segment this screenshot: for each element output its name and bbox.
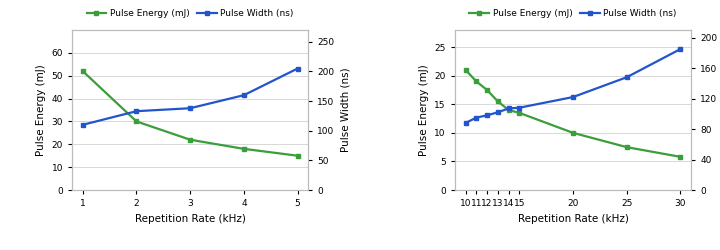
- Line: Pulse Energy (mJ): Pulse Energy (mJ): [81, 69, 300, 158]
- Pulse Energy (mJ): [186, 138, 194, 141]
- Pulse Width (ns): [186, 107, 194, 110]
- Line: Pulse Width (ns): Pulse Width (ns): [81, 66, 300, 127]
- Pulse Energy (mJ): [132, 120, 141, 123]
- Pulse Energy (mJ): [676, 155, 685, 158]
- Pulse Width (ns): [240, 94, 248, 97]
- Pulse Energy (mJ): [515, 111, 523, 114]
- X-axis label: Repetition Rate (kHz): Repetition Rate (kHz): [518, 214, 629, 224]
- Line: Pulse Energy (mJ): Pulse Energy (mJ): [463, 68, 683, 159]
- Pulse Width (ns): [622, 76, 631, 79]
- Legend: Pulse Energy (mJ), Pulse Width (ns): Pulse Energy (mJ), Pulse Width (ns): [83, 6, 297, 22]
- Pulse Width (ns): [78, 123, 87, 126]
- X-axis label: Repetition Rate (kHz): Repetition Rate (kHz): [135, 214, 246, 224]
- Pulse Width (ns): [483, 114, 492, 117]
- Y-axis label: Pulse Width (ns): Pulse Width (ns): [340, 68, 350, 152]
- Pulse Energy (mJ): [78, 70, 87, 73]
- Line: Pulse Width (ns): Pulse Width (ns): [463, 46, 683, 126]
- Y-axis label: Pulse Energy (mJ): Pulse Energy (mJ): [419, 64, 429, 156]
- Pulse Width (ns): [293, 67, 302, 70]
- Pulse Width (ns): [472, 116, 481, 119]
- Pulse Energy (mJ): [504, 108, 513, 112]
- Pulse Energy (mJ): [462, 68, 470, 71]
- Legend: Pulse Energy (mJ), Pulse Width (ns): Pulse Energy (mJ), Pulse Width (ns): [466, 6, 680, 22]
- Pulse Width (ns): [504, 107, 513, 110]
- Pulse Width (ns): [515, 106, 523, 109]
- Pulse Energy (mJ): [569, 131, 577, 134]
- Pulse Energy (mJ): [293, 154, 302, 157]
- Pulse Width (ns): [462, 122, 470, 124]
- Pulse Energy (mJ): [240, 147, 248, 150]
- Pulse Energy (mJ): [622, 146, 631, 149]
- Pulse Energy (mJ): [493, 100, 502, 103]
- Pulse Energy (mJ): [483, 88, 492, 92]
- Y-axis label: Pulse Energy (mJ): Pulse Energy (mJ): [36, 64, 46, 156]
- Pulse Energy (mJ): [472, 80, 481, 83]
- Pulse Width (ns): [132, 110, 141, 113]
- Pulse Width (ns): [493, 111, 502, 114]
- Pulse Width (ns): [676, 48, 685, 50]
- Pulse Width (ns): [569, 96, 577, 98]
